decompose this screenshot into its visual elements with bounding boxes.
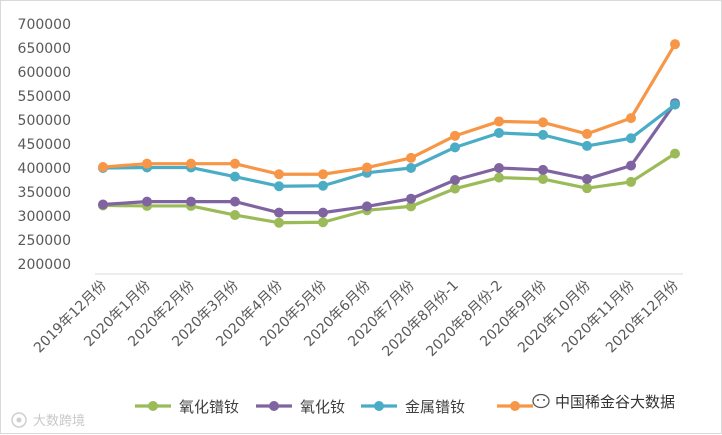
data-point xyxy=(406,201,416,212)
data-point xyxy=(450,142,460,153)
watermark: 大数跨境 xyxy=(11,412,85,429)
x-tick-label: 2020年8月份-1 xyxy=(379,278,461,360)
series-2 xyxy=(98,98,680,218)
data-point xyxy=(582,174,592,185)
data-point xyxy=(274,169,284,180)
legend-item: 氧化钕 xyxy=(256,398,345,416)
legend-swatch-marker xyxy=(269,401,279,411)
watermark-logo-icon xyxy=(11,412,27,428)
y-tick-label: 450000 xyxy=(18,137,71,153)
y-axis-ticks: 700000 650000 600000 550000 500000 450000 4000… xyxy=(18,17,71,273)
data-point xyxy=(318,169,328,180)
series-4 xyxy=(98,39,680,180)
legend-label: 氧化钕 xyxy=(300,398,345,416)
data-point xyxy=(230,210,240,221)
data-point xyxy=(450,183,460,194)
wechat-icon xyxy=(532,393,550,409)
data-point xyxy=(494,163,504,173)
data-point xyxy=(582,183,592,194)
legend-label: 氧化镨钕 xyxy=(179,398,239,416)
legend-swatch-marker xyxy=(148,401,158,411)
legend-swatch-marker xyxy=(374,401,384,411)
data-point xyxy=(670,39,680,50)
data-point xyxy=(186,158,196,169)
series-line xyxy=(101,42,677,176)
y-tick-label: 600000 xyxy=(18,65,71,81)
data-point xyxy=(318,207,328,218)
source-text: 中国稀金谷大数据 xyxy=(555,393,675,411)
data-point xyxy=(538,164,548,175)
data-point xyxy=(362,201,372,212)
data-point xyxy=(494,127,504,138)
source-label: 中国稀金谷大数据 xyxy=(532,393,675,411)
data-point xyxy=(494,116,504,127)
y-tick-label: 700000 xyxy=(18,17,71,33)
legend-item: 金属镨钕 xyxy=(361,398,465,416)
legend-swatch-marker xyxy=(510,401,520,411)
data-point xyxy=(406,193,416,204)
data-point xyxy=(494,172,504,183)
x-axis: 2019年12月份2020年1月份2020年2月份2020年3月份2020年4月… xyxy=(31,273,683,360)
data-point xyxy=(274,217,284,228)
data-point xyxy=(538,129,548,140)
legend: 氧化镨钕 氧化钕 金属镨钕 xyxy=(135,398,533,416)
y-tick-label: 400000 xyxy=(18,161,71,177)
data-point xyxy=(670,148,680,159)
y-tick-label: 300000 xyxy=(18,209,71,225)
data-point xyxy=(406,152,416,163)
data-point xyxy=(450,130,460,141)
series-line xyxy=(101,103,677,188)
y-tick-label: 500000 xyxy=(18,113,71,129)
y-tick-label: 200000 xyxy=(18,257,71,273)
data-point xyxy=(538,174,548,185)
y-tick-label: 250000 xyxy=(18,233,71,249)
series-lines xyxy=(98,39,680,228)
y-tick-label: 350000 xyxy=(18,185,71,201)
watermark-text: 大数跨境 xyxy=(33,414,85,429)
data-point xyxy=(626,160,636,171)
data-point xyxy=(318,180,328,191)
y-tick-label: 550000 xyxy=(18,89,71,105)
data-point xyxy=(450,175,460,185)
data-point xyxy=(362,162,372,173)
data-point xyxy=(186,196,196,207)
data-point xyxy=(98,199,108,210)
data-point xyxy=(626,113,636,124)
legend-item: 氧化镨钕 xyxy=(135,398,239,416)
data-point xyxy=(670,99,680,110)
data-point xyxy=(626,176,636,187)
data-point xyxy=(582,140,592,151)
data-point xyxy=(582,128,592,139)
data-point xyxy=(274,181,284,192)
x-tick-label: 2020年8月份-2 xyxy=(423,278,505,360)
y-tick-label: 650000 xyxy=(18,41,71,57)
series-line xyxy=(101,152,677,225)
data-point xyxy=(406,163,416,173)
series-1 xyxy=(98,148,680,228)
data-point xyxy=(626,133,636,144)
data-point xyxy=(318,217,328,228)
data-point xyxy=(230,171,240,182)
data-point xyxy=(538,117,548,128)
data-point xyxy=(142,196,152,207)
data-point xyxy=(98,162,108,173)
data-point xyxy=(230,196,240,207)
legend-label: 金属镨钕 xyxy=(405,398,465,416)
legend-item xyxy=(497,401,533,411)
data-point xyxy=(274,207,284,218)
data-point xyxy=(142,158,152,169)
series-line xyxy=(101,101,677,215)
data-point xyxy=(230,158,240,169)
